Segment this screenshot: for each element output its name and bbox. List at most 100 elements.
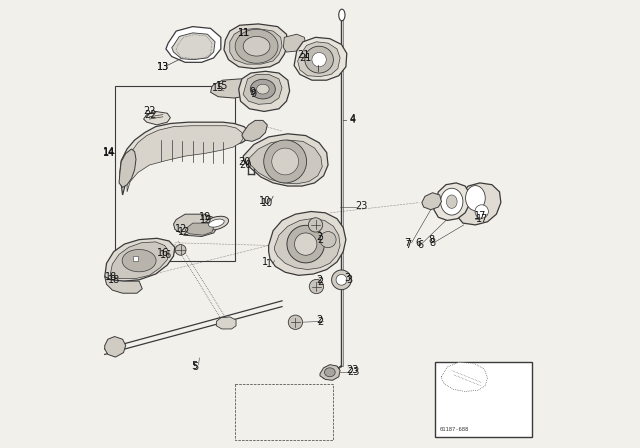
Polygon shape [211, 79, 255, 98]
Polygon shape [185, 223, 214, 235]
Polygon shape [166, 26, 221, 62]
Text: 18: 18 [108, 275, 120, 285]
Polygon shape [105, 238, 175, 281]
Text: 8: 8 [429, 238, 436, 248]
Polygon shape [216, 317, 236, 329]
Ellipse shape [446, 195, 457, 208]
Ellipse shape [336, 275, 347, 285]
Text: 11: 11 [238, 28, 250, 38]
Ellipse shape [332, 270, 351, 290]
Ellipse shape [294, 233, 317, 255]
Polygon shape [119, 149, 136, 187]
Ellipse shape [465, 185, 485, 211]
Text: 3: 3 [346, 275, 352, 285]
Polygon shape [224, 24, 288, 69]
Polygon shape [239, 71, 290, 112]
Ellipse shape [175, 245, 186, 255]
Polygon shape [320, 365, 340, 380]
Text: 18: 18 [105, 271, 117, 282]
Ellipse shape [320, 232, 336, 248]
Text: 7: 7 [405, 241, 412, 250]
Text: 15: 15 [216, 82, 228, 91]
Text: 20: 20 [239, 160, 251, 170]
Ellipse shape [440, 188, 463, 215]
Polygon shape [243, 74, 282, 104]
Polygon shape [143, 112, 170, 125]
Ellipse shape [264, 140, 307, 183]
Polygon shape [422, 193, 442, 210]
Ellipse shape [257, 84, 269, 94]
Bar [235, 384, 333, 440]
Text: 23: 23 [348, 367, 360, 377]
Text: 01187-688: 01187-688 [440, 427, 469, 432]
Text: 14: 14 [103, 147, 115, 158]
Polygon shape [269, 211, 346, 276]
Text: 17: 17 [476, 214, 488, 224]
Ellipse shape [339, 9, 345, 21]
Polygon shape [298, 42, 340, 77]
Polygon shape [294, 37, 347, 80]
Text: 11: 11 [238, 28, 250, 38]
Bar [133, 256, 138, 261]
Polygon shape [248, 140, 322, 184]
Text: 2: 2 [317, 277, 323, 287]
Bar [115, 86, 235, 261]
Bar [435, 362, 532, 438]
Text: 2: 2 [317, 235, 323, 245]
Text: 21: 21 [297, 50, 309, 60]
Ellipse shape [122, 250, 156, 272]
Polygon shape [120, 122, 250, 195]
Polygon shape [105, 336, 125, 357]
Text: 14: 14 [103, 147, 115, 158]
Ellipse shape [272, 148, 299, 175]
Text: 3: 3 [344, 272, 351, 283]
Text: 22: 22 [144, 110, 157, 120]
Text: 12: 12 [175, 224, 188, 234]
Text: 8: 8 [429, 235, 435, 245]
Text: 6: 6 [417, 241, 424, 250]
Polygon shape [275, 219, 340, 270]
Polygon shape [284, 34, 306, 52]
Polygon shape [456, 183, 501, 225]
Text: 19: 19 [198, 212, 211, 222]
Text: 5: 5 [191, 361, 197, 371]
Text: 16: 16 [160, 250, 172, 260]
Text: 16: 16 [157, 248, 169, 258]
Polygon shape [172, 33, 215, 60]
Text: 6: 6 [415, 238, 421, 248]
Text: 2: 2 [316, 232, 322, 241]
Ellipse shape [243, 36, 270, 56]
Text: 13: 13 [157, 62, 169, 72]
Text: 10: 10 [261, 198, 273, 207]
Text: 2: 2 [317, 317, 323, 327]
Text: 4: 4 [349, 114, 355, 124]
Text: 1: 1 [266, 259, 272, 269]
Ellipse shape [235, 29, 278, 63]
Text: 5: 5 [192, 362, 198, 372]
Text: 4: 4 [349, 116, 355, 125]
Text: 12: 12 [177, 227, 190, 237]
Text: 21: 21 [300, 53, 312, 63]
Ellipse shape [204, 216, 228, 230]
Text: 2: 2 [316, 275, 322, 285]
Polygon shape [125, 126, 243, 192]
Text: 7: 7 [404, 238, 410, 248]
Ellipse shape [475, 205, 488, 218]
Polygon shape [242, 121, 268, 142]
Text: 1: 1 [262, 257, 269, 267]
Text: 9: 9 [249, 87, 255, 97]
Text: 22: 22 [143, 107, 156, 116]
Ellipse shape [324, 368, 335, 377]
Text: 17: 17 [474, 211, 486, 221]
Ellipse shape [308, 218, 323, 232]
Polygon shape [173, 214, 218, 237]
Text: 9: 9 [251, 89, 257, 99]
Ellipse shape [250, 79, 275, 99]
Polygon shape [434, 183, 470, 220]
Text: 14: 14 [103, 146, 115, 157]
Text: 10: 10 [259, 196, 271, 206]
Ellipse shape [209, 219, 224, 227]
Ellipse shape [309, 280, 324, 294]
Polygon shape [442, 362, 488, 392]
Polygon shape [110, 242, 169, 279]
